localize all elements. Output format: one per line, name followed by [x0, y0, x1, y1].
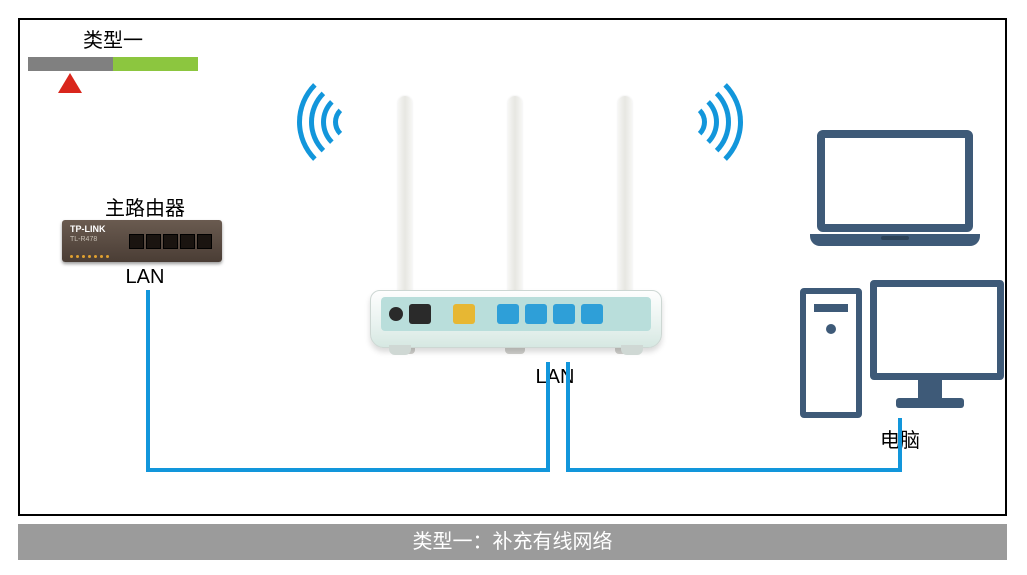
switch-port: [129, 234, 144, 249]
switch-led-icon: [88, 255, 91, 258]
desktop-tower: [800, 288, 862, 418]
switch-port: [197, 234, 212, 249]
laptop-icon: [810, 130, 980, 250]
legend: 类型一: [28, 24, 198, 91]
legend-segment: [113, 57, 198, 71]
router-foot: [621, 345, 643, 355]
switch-led-icon: [106, 255, 109, 258]
switch-port: [146, 234, 161, 249]
switch-model-text: TL-R478: [70, 236, 97, 243]
diagram-stage: 类型一 主路由器 LAN LAN 电脑 TP-LINK TL-R478: [0, 0, 1027, 575]
wifi-signal-right-icon: [648, 82, 718, 152]
desktop-monitor-base: [896, 398, 964, 408]
wifi-arc: [633, 67, 743, 177]
legend-marker-icon: [58, 73, 82, 93]
desktop-monitor: [870, 280, 1004, 380]
legend-title: 类型一: [28, 24, 198, 53]
computer-label: 电脑: [870, 424, 930, 453]
router-port-label: LAN: [530, 366, 580, 389]
main-router-device: TP-LINK TL-R478: [62, 220, 222, 262]
router-port: [409, 304, 431, 324]
switch-led-icon: [100, 255, 103, 258]
switch-led-icon: [94, 255, 97, 258]
laptop-screen: [817, 130, 973, 232]
desktop-computer-icon: [800, 280, 1000, 420]
router-lan-port: [553, 304, 575, 324]
switch-brand-text: TP-LINK: [70, 224, 106, 234]
router-foot: [389, 345, 411, 355]
switch-port: [163, 234, 178, 249]
router-port-strip: [381, 297, 651, 331]
router-lan-port: [497, 304, 519, 324]
switch-led-icon: [76, 255, 79, 258]
router-port: [389, 307, 403, 321]
router-lan-port: [525, 304, 547, 324]
main-router-port-label: LAN: [120, 266, 170, 289]
caption-bar: 类型一：补充有线网络: [18, 524, 1007, 560]
legend-segment: [28, 57, 113, 71]
wifi-arc: [297, 67, 407, 177]
wifi-signal-left-icon: [312, 82, 382, 152]
desktop-monitor-stand: [918, 380, 942, 398]
router-body: [370, 290, 662, 348]
laptop-base: [810, 234, 980, 246]
switch-led-icon: [70, 255, 73, 258]
tower-power-button-icon: [826, 324, 836, 334]
switch-led-icon: [82, 255, 85, 258]
wireless-router-device: [370, 290, 660, 360]
router-lan-port: [581, 304, 603, 324]
switch-ports: [129, 234, 212, 249]
switch-port: [180, 234, 195, 249]
legend-progress-bar: [28, 57, 198, 71]
tower-drive: [814, 304, 848, 312]
switch-leds: [70, 255, 109, 258]
main-router-label: 主路由器: [100, 192, 190, 221]
router-wan-port: [453, 304, 475, 324]
